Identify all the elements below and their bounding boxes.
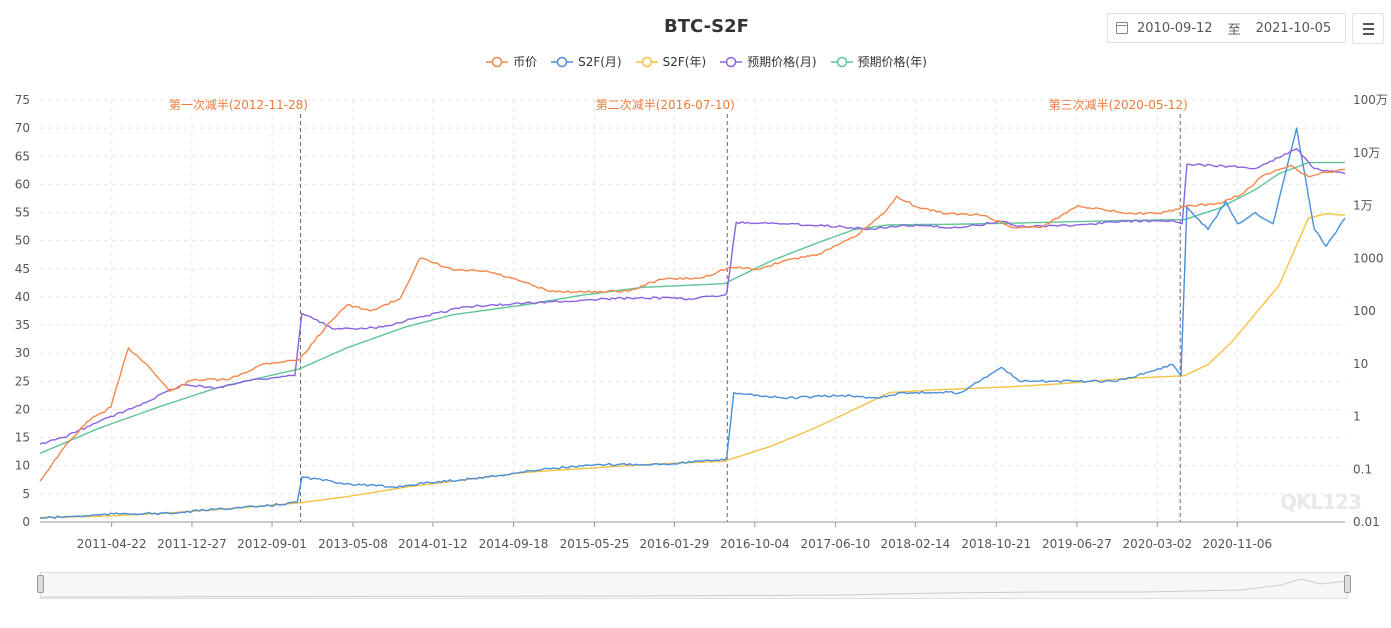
end-date-input[interactable]: 2021-10-05 [1255, 20, 1332, 36]
x-tick-label: 2011-12-27 [157, 537, 227, 551]
y-left-tick-label: 25 [15, 374, 30, 388]
x-tick-label: 2011-04-22 [77, 537, 147, 551]
legend-marker-icon [720, 56, 743, 67]
slider-preview [40, 578, 1348, 598]
legend-marker-icon [635, 56, 658, 67]
date-range-picker[interactable]: 2010-09-12 至 2021-10-05 [1107, 13, 1346, 43]
x-tick-label: 2014-01-12 [398, 537, 468, 551]
hamburger-icon [1363, 23, 1374, 25]
x-tick-label: 2014-09-18 [479, 537, 549, 551]
legend-marker-icon [830, 56, 853, 67]
series-lines [39, 127, 1346, 519]
x-tick-label: 2018-02-14 [881, 537, 951, 551]
y-right-tick-label: 0.01 [1353, 515, 1380, 529]
y-right-tick-label: 1万 [1353, 199, 1373, 213]
x-tick-label: 2013-05-08 [318, 537, 388, 551]
x-tick-label: 2018-10-21 [961, 537, 1031, 551]
y-right-tick-label: 0.1 [1353, 462, 1372, 476]
y-left-tick-label: 65 [15, 149, 30, 163]
legend-item-4[interactable]: 预期价格(年) [830, 53, 927, 70]
y-right-tick-label: 1000 [1353, 251, 1384, 265]
y-left-tick-label: 50 [15, 234, 30, 248]
legend-item-1[interactable]: S2F(月) [551, 53, 622, 70]
halving-label: 第二次减半(2016-07-10) [596, 98, 735, 112]
y-left-tick-label: 45 [15, 262, 30, 276]
y-left-tick-label: 55 [15, 206, 30, 220]
legend-label: 预期价格(年) [857, 55, 927, 69]
y-left-tick-label: 70 [15, 121, 30, 135]
series-line-1[interactable] [40, 127, 1346, 519]
y-right-tick-label: 100 [1353, 304, 1376, 318]
y-left-tick-label: 10 [15, 459, 30, 473]
legend-marker-icon [486, 56, 509, 67]
halving-label: 第一次减半(2012-11-28) [169, 98, 308, 112]
x-tick-label: 2016-01-29 [640, 537, 710, 551]
x-tick-label: 2017-06-10 [801, 537, 871, 551]
range-separator: 至 [1227, 22, 1241, 38]
zoom-slider[interactable] [40, 572, 1348, 599]
y-left-tick-label: 0 [22, 515, 30, 529]
halving-markers: 第一次减半(2012-11-28) 第二次减半(2016-07-10) 第三次减半(… [169, 98, 1188, 522]
y-right-tick-label: 100万 [1353, 93, 1388, 107]
y-left-tick-label: 75 [15, 93, 30, 107]
legend-item-2[interactable]: S2F(年) [635, 53, 707, 70]
x-tick-label: 2016-10-04 [720, 537, 790, 551]
legend-label: 预期价格(月) [747, 55, 817, 69]
y-right-tick-label: 10万 [1353, 146, 1380, 160]
chart-title: BTC-S2F [664, 16, 749, 37]
legend-label: S2F(月) [578, 55, 622, 69]
slider-start-handle[interactable] [37, 575, 44, 593]
legend-item-3[interactable]: 预期价格(月) [720, 53, 817, 70]
y-right-tick-label: 10 [1353, 357, 1368, 371]
legend-marker-icon [551, 56, 574, 67]
watermark-logo: QKL123 [1280, 490, 1362, 514]
slider-end-handle[interactable] [1344, 575, 1351, 593]
x-tick-label: 2019-06-27 [1042, 537, 1112, 551]
x-tick-label: 2015-05-25 [560, 537, 630, 551]
y-left-tick-label: 40 [15, 290, 30, 304]
legend-label: S2F(年) [662, 55, 707, 69]
series-line-3[interactable] [39, 147, 1346, 445]
axes: 0 5 10 15 20 25 30 35 40 45 50 55 60 65 70 75 0.01 0.1 1 10… [15, 93, 1388, 551]
y-left-tick-label: 15 [15, 431, 30, 445]
series-line-0[interactable] [39, 164, 1346, 482]
menu-button[interactable] [1352, 13, 1384, 44]
y-left-tick-label: 5 [22, 487, 30, 501]
y-left-tick-label: 60 [15, 177, 30, 191]
halving-label: 第三次减半(2020-05-12) [1049, 98, 1188, 112]
y-left-tick-label: 20 [15, 402, 30, 416]
series-line-2[interactable] [39, 212, 1346, 519]
legend-item-0[interactable]: 币价 [486, 53, 537, 70]
legend: 币价 S2F(月) S2F(年) 预期价格(月) 预期价格(年) [0, 53, 1391, 70]
grid [40, 99, 1345, 522]
x-tick-label: 2020-11-06 [1202, 537, 1272, 551]
calendar-icon [1116, 22, 1128, 34]
y-left-tick-label: 35 [15, 318, 30, 332]
start-date-input[interactable]: 2010-09-12 [1137, 20, 1213, 36]
y-left-tick-label: 30 [15, 346, 30, 360]
legend-label: 币价 [513, 55, 538, 69]
y-right-tick-label: 1 [1353, 410, 1361, 424]
x-tick-label: 2012-09-01 [237, 537, 307, 551]
x-tick-label: 2020-03-02 [1122, 537, 1192, 551]
